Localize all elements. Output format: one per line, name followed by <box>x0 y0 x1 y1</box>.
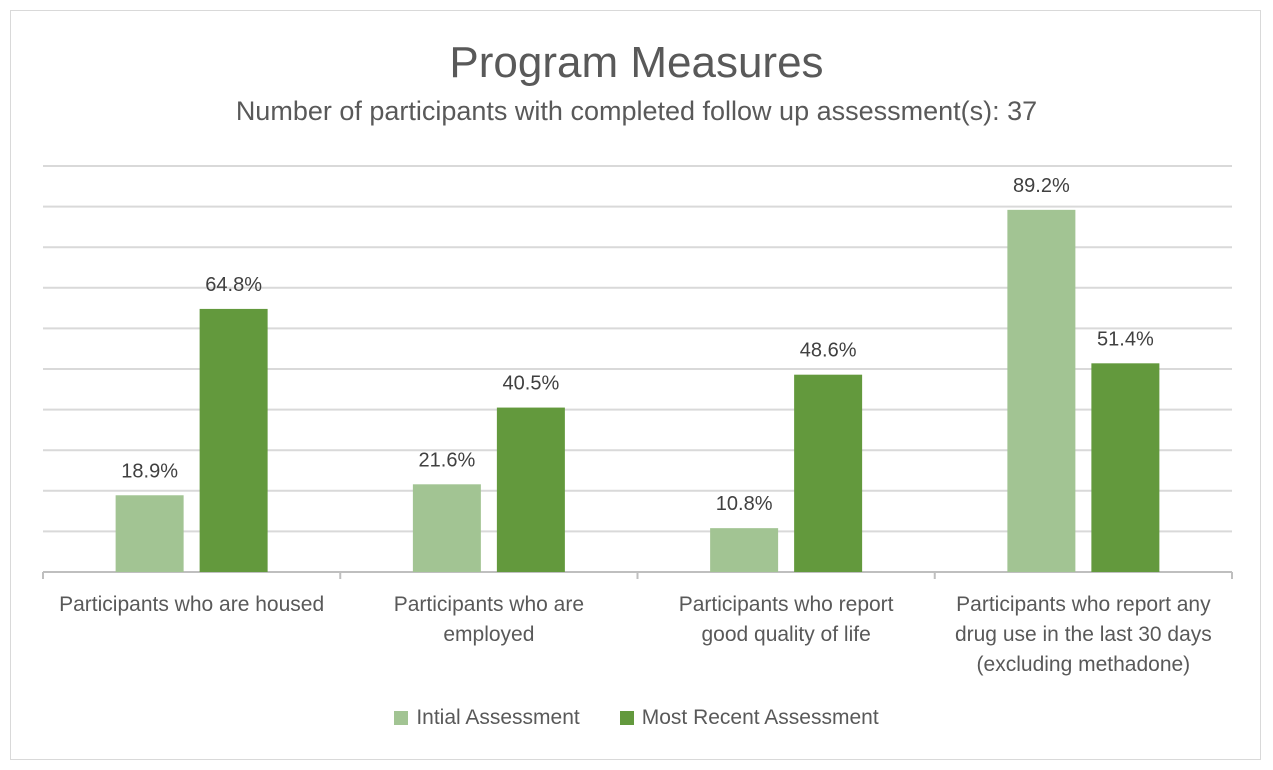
legend-swatch-recent <box>619 711 634 725</box>
bar-recent-0 <box>199 308 268 572</box>
legend-item-initial: Intial Assessment <box>394 706 580 730</box>
data-label-initial-0: 18.9% <box>121 460 178 482</box>
bar-initial-0 <box>115 495 184 572</box>
legend-item-recent: Most Recent Assessment <box>619 706 879 730</box>
chart-title: Program Measures <box>449 38 824 87</box>
data-label-recent-2: 48.6% <box>800 340 857 362</box>
chart-subtitle: Number of participants with completed fo… <box>235 96 1038 126</box>
data-label-recent-0: 64.8% <box>205 274 262 296</box>
data-label-initial-2: 10.8% <box>716 493 773 515</box>
category-label-3: Participants who report any drug use in … <box>954 593 1212 676</box>
bar-recent-3 <box>1091 363 1160 572</box>
category-label-0: Participants who are housed <box>59 593 325 616</box>
legend-label-initial: Intial Assessment <box>416 706 580 729</box>
data-label-recent-3: 51.4% <box>1097 328 1154 350</box>
bar-initial-1 <box>412 484 481 572</box>
bar-initial-3 <box>1007 209 1076 572</box>
category-label-2: Participants who report good quality of … <box>678 593 894 646</box>
legend-swatch-initial <box>394 711 409 725</box>
category-label-1: Participants who are employed <box>393 593 584 646</box>
legend: Intial Assessment Most Recent Assessment <box>0 706 1273 730</box>
bar-recent-1 <box>496 407 565 572</box>
legend-label-recent: Most Recent Assessment <box>641 706 879 729</box>
bar-recent-2 <box>794 374 863 572</box>
data-label-recent-1: 40.5% <box>503 373 560 395</box>
bar-initial-2 <box>710 528 779 572</box>
data-label-initial-3: 89.2% <box>1013 175 1070 197</box>
data-label-initial-1: 21.6% <box>419 449 476 471</box>
